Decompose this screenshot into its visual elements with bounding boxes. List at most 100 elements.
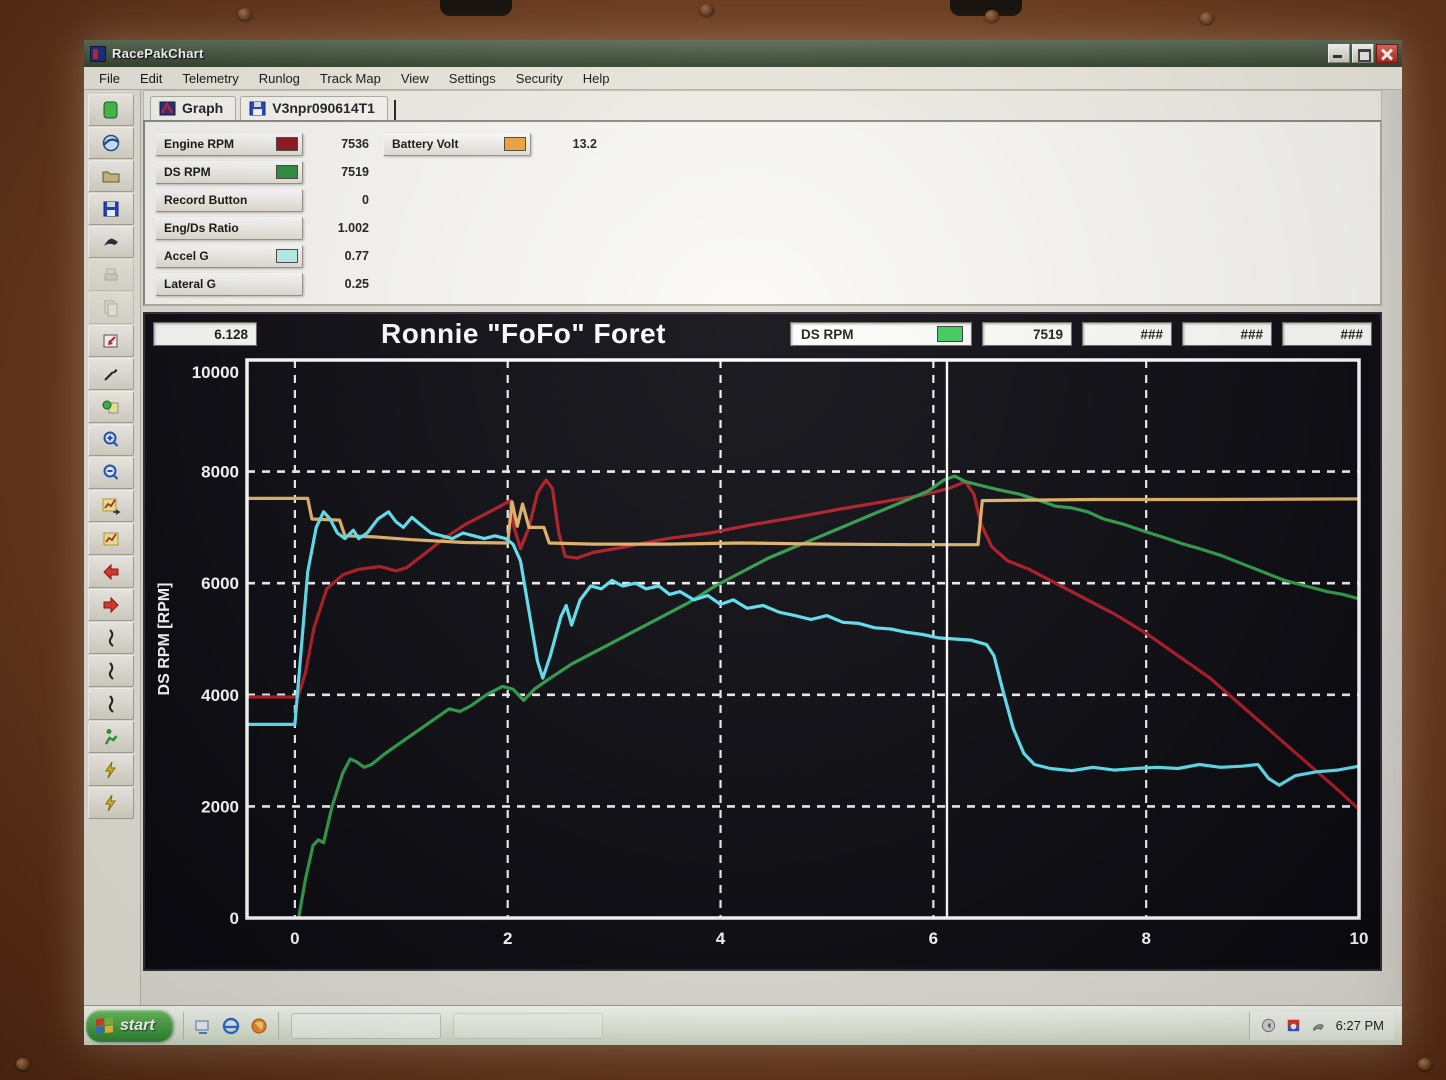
folder-icon (102, 171, 120, 183)
channel-button-record-button[interactable]: Record Button (155, 188, 303, 212)
menu-help[interactable]: Help (582, 70, 610, 86)
channel-label: Eng/Ds Ratio (164, 221, 239, 235)
menu-settings[interactable]: Settings (448, 70, 496, 86)
pan-left-button[interactable] (88, 556, 134, 588)
x-tick-label: 8 (1141, 929, 1150, 948)
bezel-screw (985, 10, 999, 22)
chart-panel: 6.128 Ronnie "FoFo" Foret DS RPM 7519 ###… (143, 312, 1382, 971)
squiggle-icon (108, 629, 114, 647)
highlight-button[interactable] (88, 391, 134, 423)
telemetry-button[interactable] (88, 127, 134, 159)
restore-button[interactable] (1352, 44, 1374, 63)
x-tick-label: 6 (929, 929, 938, 948)
channel-button-ds-rpm[interactable]: DS RPM (155, 160, 303, 184)
start-label: start (120, 1016, 155, 1034)
menu-track-map[interactable]: Track Map (319, 70, 381, 86)
print-button[interactable] (88, 226, 134, 258)
autoscale-button[interactable] (88, 490, 134, 522)
channel-row-record-button: Record Button 0 (155, 188, 369, 212)
cursor-1-button[interactable] (88, 622, 134, 654)
menu-security[interactable]: Security (515, 70, 563, 86)
x-tick-label: 0 (290, 929, 299, 948)
window-title: RacePakChart (112, 46, 204, 61)
save-button[interactable] (88, 193, 134, 225)
tab-v3npr090614t1[interactable]: V3npr090614T1 (240, 96, 388, 120)
display-settings-icon[interactable] (1285, 1017, 1303, 1035)
zoom-in-button[interactable] (88, 424, 134, 456)
header-value-3: ### (1182, 322, 1272, 346)
start-button[interactable]: start (86, 1009, 173, 1042)
x-tick-label: 10 (1350, 929, 1369, 948)
new-button[interactable] (88, 94, 134, 126)
firefox-icon[interactable] (250, 1017, 268, 1035)
channel-button-battery-volt[interactable]: Battery Volt (383, 132, 531, 156)
menu-edit[interactable]: Edit (139, 70, 163, 86)
header-value-boxes: 7519 ### ### ### (982, 322, 1372, 346)
tab-graph[interactable]: Graph (150, 96, 237, 120)
taskbar-clock[interactable]: 6:27 PM (1335, 1018, 1384, 1033)
channel-label: Accel G (164, 249, 209, 263)
close-button[interactable] (1376, 44, 1398, 63)
x-tick-label: 2 (503, 929, 512, 948)
taskbar-item[interactable] (290, 1012, 441, 1039)
menu-runlog[interactable]: Runlog (258, 70, 300, 86)
channel-color-swatch (276, 137, 298, 151)
series-engine-rpm (245, 478, 1361, 811)
channel-color-swatch (276, 165, 298, 179)
bezel-screw (16, 1058, 30, 1070)
open-button[interactable] (88, 160, 134, 192)
runner-button[interactable] (88, 721, 134, 753)
draw-line-button[interactable] (88, 358, 134, 390)
channel-label: DS RPM (164, 165, 211, 179)
menu-view[interactable]: View (400, 70, 429, 86)
chart-yellow-icon (103, 532, 119, 546)
menu-telemetry[interactable]: Telemetry (182, 70, 239, 86)
channel-row-eng-ds-ratio: Eng/Ds Ratio 1.002 (155, 216, 369, 240)
show-desktop-icon[interactable] (194, 1017, 212, 1035)
doc-green-icon (103, 101, 118, 119)
cursor-3-button[interactable] (88, 688, 134, 720)
bezel-screw (1200, 12, 1214, 24)
channel-selector[interactable]: DS RPM (790, 322, 972, 346)
taskbar-item[interactable] (452, 1012, 603, 1039)
channel-button-lateral-g[interactable]: Lateral G (155, 272, 303, 296)
channel-selector-swatch (937, 326, 963, 342)
graph-mode-button[interactable] (88, 523, 134, 555)
cursor-2-button[interactable] (88, 655, 134, 687)
tab-label: V3npr090614T1 (272, 100, 375, 116)
monitor-screen: RacePakChart File Edit Telemetry Runlog Trac… (84, 40, 1402, 1045)
channel-label: Engine RPM (164, 137, 235, 151)
channel-button-engine-rpm[interactable]: Engine RPM (155, 132, 303, 156)
channel-value: 0.77 (344, 249, 369, 263)
header-value-2: ### (1082, 322, 1172, 346)
channel-value: 13.2 (572, 137, 597, 151)
pages-icon (104, 300, 118, 317)
print-preview-button[interactable] (88, 259, 134, 291)
y-tick-label: 0 (230, 909, 239, 928)
chart-plot[interactable]: 0 2000 4000 6000 8000 10000 0 2 4 6 8 10 DS RPM [RPM… (149, 352, 1371, 964)
x-tick-label: 4 (716, 929, 726, 948)
zoom-box-button[interactable] (88, 325, 134, 357)
channel-button-eng-ds-ratio[interactable]: Eng/Ds Ratio (155, 216, 303, 240)
globe-icon (102, 134, 120, 152)
pan-right-button[interactable] (88, 589, 134, 621)
copy-button[interactable] (88, 292, 134, 324)
channel-label: Battery Volt (392, 137, 459, 151)
ink-dark-icon (104, 238, 118, 246)
compare-2-button[interactable] (88, 787, 134, 819)
channel-row-lateral-g: Lateral G 0.25 (155, 272, 369, 296)
zoom-out-button[interactable] (88, 457, 134, 489)
volume-icon[interactable] (1260, 1017, 1278, 1035)
channel-value: 1.002 (337, 221, 369, 235)
chart-arrow-icon (102, 498, 121, 515)
zoom-in-icon (103, 431, 119, 447)
compare-1-button[interactable] (88, 754, 134, 786)
racepak-logo-icon (159, 101, 176, 115)
menu-file[interactable]: File (99, 70, 120, 86)
internet-explorer-icon[interactable] (222, 1017, 240, 1035)
minimize-button[interactable] (1328, 44, 1350, 63)
channel-button-accel-g[interactable]: Accel G (155, 244, 303, 268)
zoom-out-icon (103, 464, 119, 480)
removable-device-icon[interactable] (1310, 1017, 1328, 1035)
monitor-hinge (950, 0, 1022, 16)
